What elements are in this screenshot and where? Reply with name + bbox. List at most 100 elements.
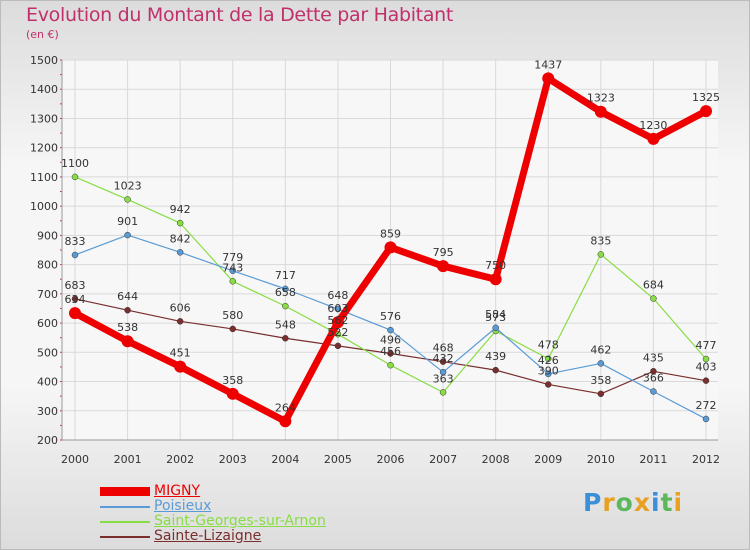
data-label: 1437 — [534, 58, 562, 71]
data-label: 717 — [275, 269, 296, 282]
y-tick-label: 1400 — [30, 83, 58, 96]
x-tick-label: 2009 — [534, 453, 562, 466]
data-label: 606 — [170, 301, 191, 314]
data-point — [69, 307, 81, 320]
x-tick-label: 2005 — [324, 453, 352, 466]
data-label: 522 — [327, 326, 348, 339]
data-label: 264 — [275, 401, 296, 414]
data-label: 842 — [170, 232, 191, 245]
data-label: 426 — [538, 354, 559, 367]
data-label: 658 — [275, 286, 296, 299]
y-tick-label: 200 — [37, 434, 58, 447]
data-label: 859 — [380, 227, 401, 240]
data-point — [650, 388, 657, 395]
data-point — [702, 377, 710, 384]
data-point — [331, 316, 344, 329]
logo-letter: i — [651, 488, 661, 517]
logo-letter: r — [602, 488, 616, 517]
data-label: 366 — [643, 371, 664, 384]
data-label: 272 — [696, 399, 717, 412]
data-point — [594, 105, 607, 118]
data-point — [176, 318, 184, 325]
data-point — [387, 350, 394, 357]
y-tick-label: 300 — [37, 405, 58, 418]
data-label: 1100 — [61, 157, 89, 170]
data-label: 779 — [222, 251, 243, 264]
legend-swatch-sainte-lizaigne — [100, 536, 150, 538]
data-point — [282, 302, 289, 310]
data-point — [71, 173, 79, 181]
data-point — [489, 273, 502, 286]
data-point — [702, 415, 710, 423]
legend-swatch-poisieux — [100, 506, 150, 508]
data-label: 942 — [170, 203, 191, 216]
x-tick-label: 2000 — [61, 453, 89, 466]
y-tick-label: 900 — [37, 229, 58, 242]
y-tick-label: 700 — [37, 288, 58, 301]
data-point — [71, 295, 79, 303]
data-point — [702, 355, 710, 363]
data-point — [439, 389, 447, 396]
data-label: 432 — [433, 352, 454, 365]
y-tick-label: 1000 — [30, 200, 58, 213]
data-point — [545, 355, 552, 362]
data-label: 462 — [590, 343, 611, 356]
data-label: 1023 — [114, 179, 142, 192]
logo-letter: i — [673, 488, 684, 517]
data-label: 477 — [696, 339, 717, 352]
data-point — [439, 368, 447, 376]
x-tick-label: 2012 — [692, 453, 720, 466]
data-label: 580 — [222, 309, 243, 322]
data-point — [650, 368, 657, 375]
legend-item-poisieux: Poisieux — [100, 498, 420, 514]
data-point — [334, 305, 342, 313]
y-tick-label: 1500 — [30, 54, 58, 67]
legend-item-saint-georges: Saint-Georges-sur-Arnon — [100, 513, 420, 529]
data-label: 468 — [433, 342, 454, 355]
data-point — [282, 285, 289, 293]
data-label: 634 — [65, 293, 86, 306]
data-point — [492, 324, 499, 332]
data-point — [176, 219, 184, 227]
data-point — [387, 361, 394, 369]
data-point — [545, 381, 552, 388]
data-label: 683 — [65, 279, 86, 292]
data-point — [124, 196, 131, 203]
data-label: 548 — [275, 318, 296, 331]
legend-label-sainte-lizaigne: Sainte-Lizaigne — [154, 528, 262, 544]
data-label: 648 — [327, 289, 348, 302]
data-label: 439 — [485, 350, 506, 363]
x-tick-label: 2003 — [219, 453, 247, 466]
data-point — [121, 335, 134, 348]
chart-title: Evolution du Montant de la Dette par Hab… — [26, 4, 454, 26]
data-label: 644 — [117, 290, 138, 303]
data-point — [229, 267, 236, 275]
y-tick-label: 600 — [37, 317, 58, 330]
data-label: 358 — [590, 374, 611, 387]
legend-item-sainte-lizaigne: Sainte-Lizaigne — [100, 528, 420, 544]
data-point — [282, 335, 289, 342]
data-point — [229, 278, 236, 285]
data-label: 1325 — [692, 91, 720, 104]
data-point — [650, 295, 657, 302]
data-label: 750 — [485, 259, 506, 272]
data-point — [124, 231, 131, 239]
x-tick-label: 2007 — [429, 453, 457, 466]
data-label: 562 — [327, 314, 348, 327]
data-label: 1323 — [587, 92, 615, 105]
data-label: 573 — [485, 311, 506, 324]
legend-item-migny: MIGNY — [100, 483, 420, 499]
data-point — [334, 342, 342, 350]
data-point — [597, 390, 605, 398]
logo-letter: o — [615, 488, 634, 517]
data-label: 363 — [433, 372, 454, 385]
data-label: 496 — [380, 333, 401, 346]
data-label: 456 — [380, 345, 401, 358]
data-label: 833 — [65, 235, 86, 248]
data-point — [597, 360, 605, 367]
data-point — [492, 366, 499, 374]
data-point — [387, 326, 394, 334]
x-tick-label: 2008 — [482, 453, 510, 466]
data-point — [647, 132, 660, 145]
proxiti-logo: Proxiti — [583, 488, 683, 517]
